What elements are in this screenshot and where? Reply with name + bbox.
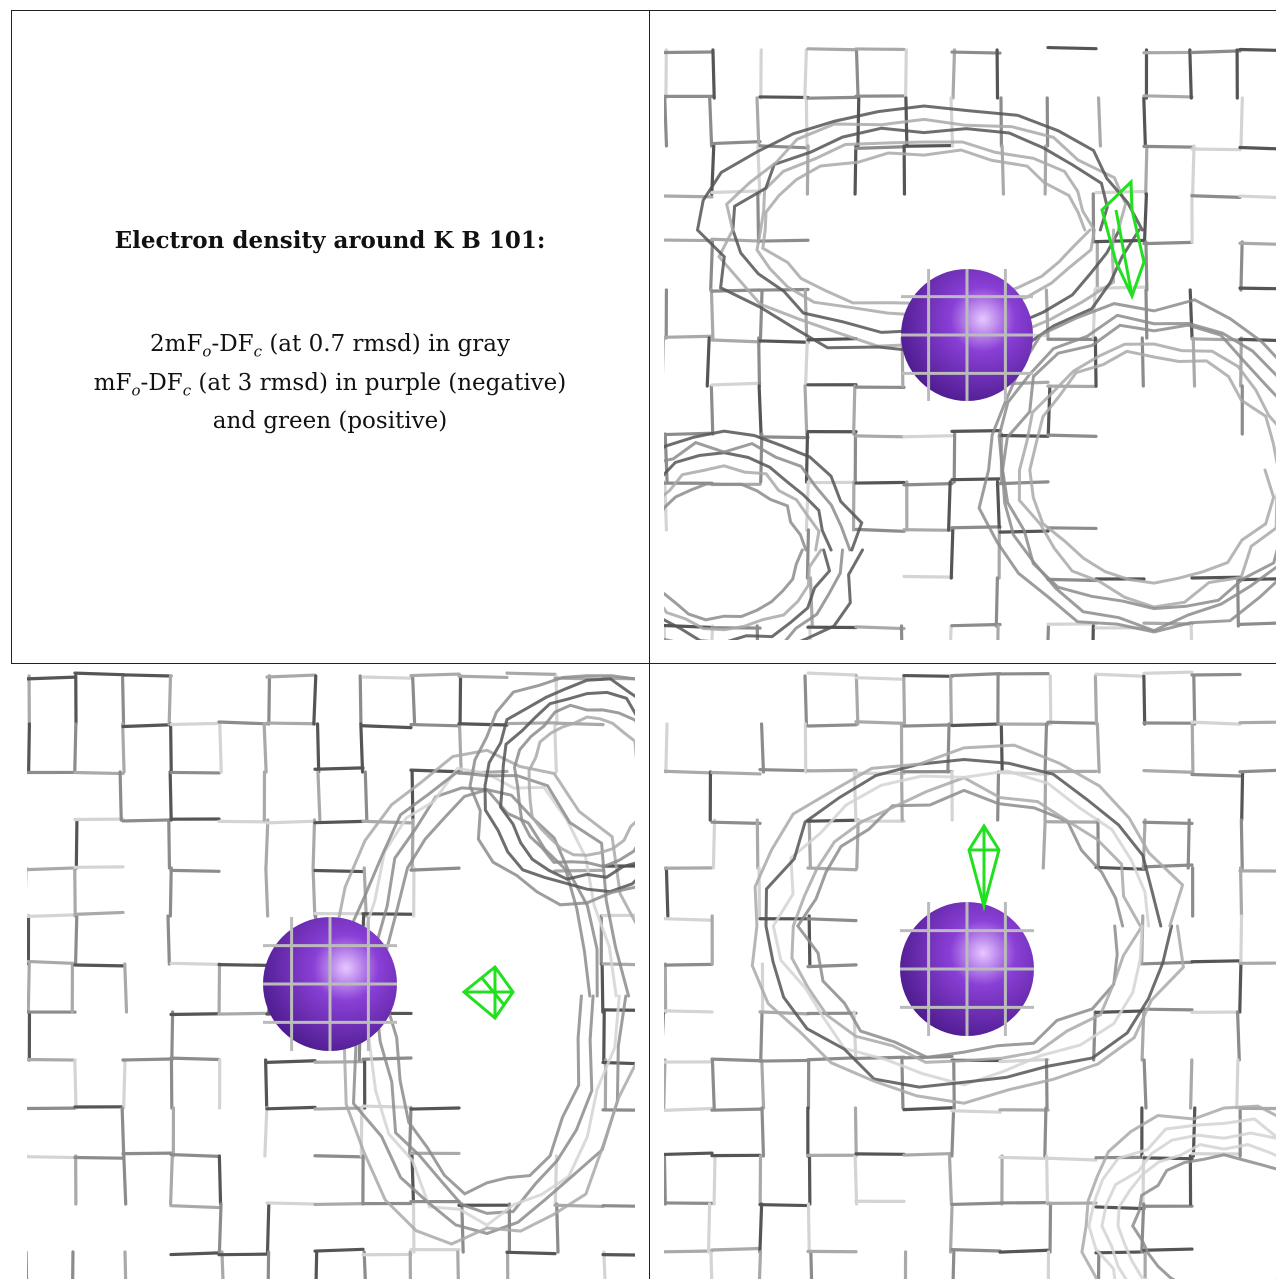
legend-line-map2: mFo-DFc (at 3 rmsd) in purple (negative)	[93, 369, 567, 400]
density-view-bottom-left	[27, 666, 635, 1279]
atom-mesh-overlay	[901, 269, 1033, 401]
legend-cell: Electron density around K B 101: 2mFo-DF…	[11, 11, 649, 663]
legend-line-map1: 2mFo-DFc (at 0.7 rmsd) in gray	[150, 331, 510, 361]
positive-density-blob	[461, 964, 515, 1021]
frame-top	[11, 10, 1276, 11]
frame-middle	[649, 10, 650, 1279]
density-mesh	[664, 45, 1276, 640]
atom-mesh-overlay	[900, 902, 1034, 1036]
density-view-top-right-svg	[664, 45, 1276, 640]
frame-left	[11, 10, 12, 663]
legend-title: Electron density around K B 101:	[114, 227, 546, 254]
density-view-top-right	[664, 30, 1276, 640]
legend-body: 2mFo-DFc (at 0.7 rmsd) in gray mFo-DFc (…	[11, 329, 649, 437]
atom-mesh-overlay	[263, 917, 397, 1051]
legend-line-map2-cont: and green (positive)	[212, 408, 448, 435]
density-view-bottom-left-svg	[27, 671, 635, 1279]
density-view-bottom-right	[664, 666, 1276, 1279]
density-view-bottom-right-svg	[664, 670, 1276, 1279]
density-mesh	[27, 671, 635, 1279]
density-mesh	[664, 670, 1276, 1279]
positive-density-blob	[967, 823, 1001, 912]
frame-horizontal	[11, 663, 1276, 664]
positive-density-blob	[1100, 178, 1146, 300]
